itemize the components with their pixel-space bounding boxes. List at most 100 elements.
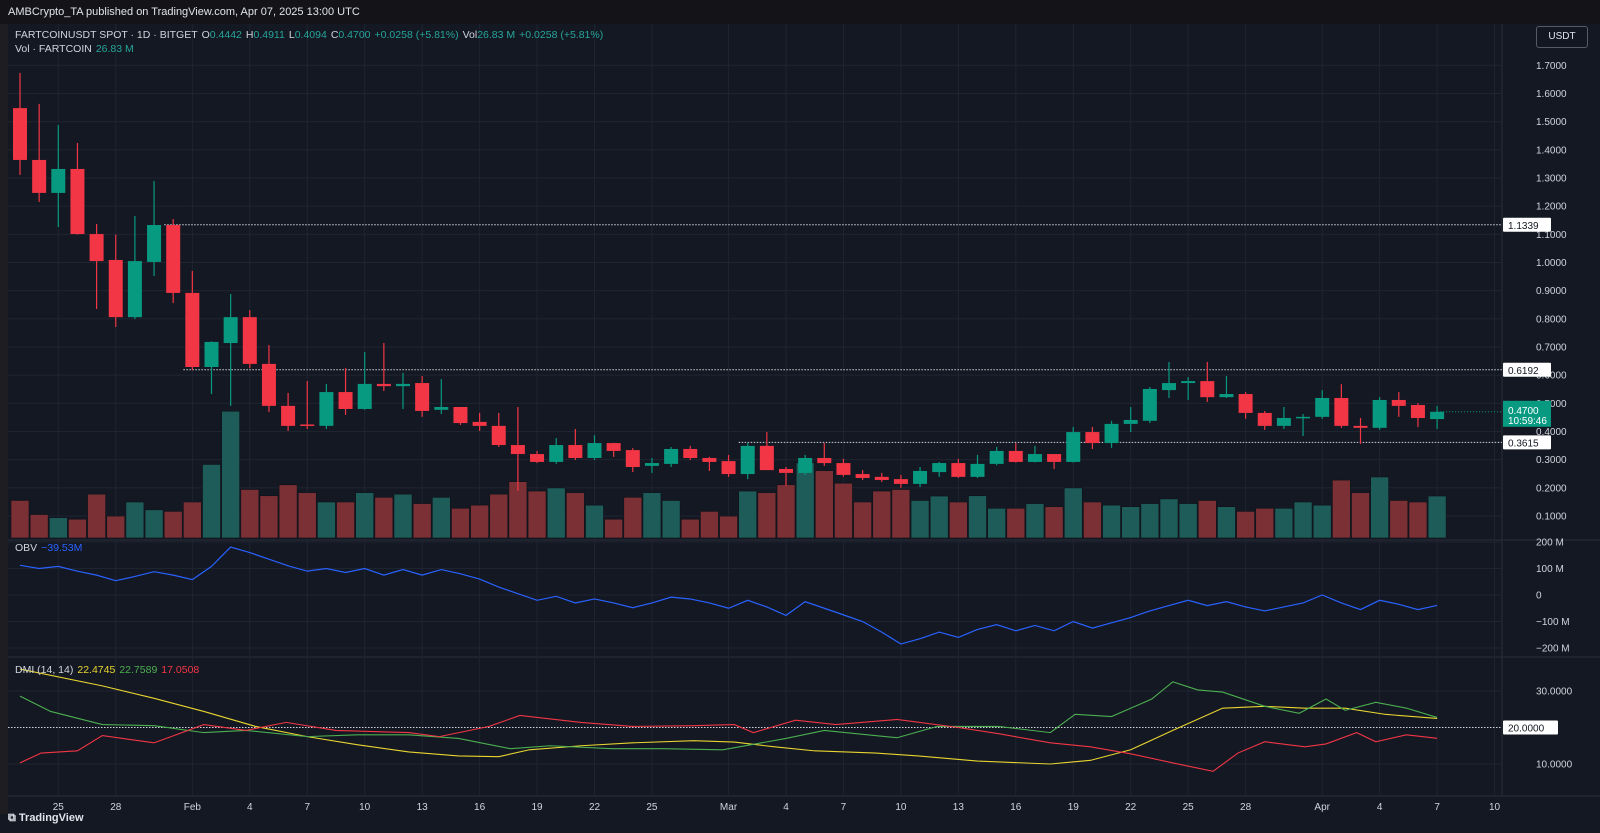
volume-bar — [680, 518, 700, 539]
obv-tick-label: 200 M — [1536, 538, 1564, 549]
logo-icon: ⧉ — [8, 812, 19, 824]
candle-body — [625, 450, 640, 468]
candle-body — [127, 261, 142, 318]
volume-legend[interactable]: Vol · FARTCOIN 26.83 M — [15, 43, 138, 55]
candle-body — [319, 392, 334, 426]
price-tick-label: 0.7000 — [1536, 343, 1567, 354]
candle-body — [1391, 399, 1406, 406]
obv-tick-label: −100 M — [1536, 617, 1570, 628]
volume-bar — [1293, 501, 1313, 539]
dmi-legend-title: DMI (14, 14) — [15, 664, 74, 676]
candle-body — [779, 468, 793, 473]
volume-bar — [374, 497, 394, 539]
date-tick-label: 4 — [1377, 802, 1383, 813]
candle-body — [1353, 425, 1368, 428]
price-tick-label: 0.1000 — [1536, 512, 1567, 523]
date-tick-label: 19 — [1068, 802, 1080, 813]
date-tick-label: 4 — [783, 802, 789, 813]
dmi-threshold-box — [1503, 720, 1558, 735]
volume-bar — [738, 490, 758, 539]
volume-bars — [10, 410, 1447, 539]
candle-body — [740, 445, 755, 475]
candle-body — [147, 225, 162, 262]
volume-bar — [1159, 498, 1179, 539]
vol-value: 26.83 M — [477, 29, 516, 41]
volume-bar — [1083, 501, 1102, 539]
volume-bar — [872, 490, 892, 539]
candle-body — [1430, 411, 1445, 420]
symbol-legend[interactable]: FARTCOINUSDT SPOT · 1D · BITGET O0.4442 H0… — [15, 29, 607, 41]
minus-di-value: 17.0508 — [161, 664, 200, 676]
volume-bar — [1102, 504, 1121, 539]
tradingview-logo[interactable]: ⧉ TradingView — [8, 812, 84, 825]
level-price-label: 0.3615 — [1508, 438, 1539, 449]
candle-body — [1008, 450, 1023, 462]
date-tick-label: 10 — [1489, 802, 1501, 813]
date-tick-label: 7 — [841, 802, 847, 813]
volume-bar — [431, 497, 451, 539]
volume-bar — [566, 492, 585, 539]
dmi-pane — [8, 668, 1502, 772]
date-tick-label: 10 — [359, 802, 371, 813]
date-tick-label: 25 — [1183, 802, 1195, 813]
candle-body — [951, 463, 966, 477]
candle-body — [32, 159, 47, 193]
volume-bar — [757, 492, 777, 539]
candle-body — [1257, 412, 1272, 426]
candle-body — [70, 168, 85, 235]
currency-button[interactable]: USDT — [1536, 26, 1588, 48]
price-tick-label: 0.6000 — [1536, 371, 1567, 382]
volume-bar — [1044, 506, 1064, 539]
candle-body — [836, 463, 851, 475]
vol-label: Vol — [462, 29, 478, 41]
candle-body — [1315, 397, 1330, 417]
price-tick-label: 1.7000 — [1536, 61, 1567, 72]
countdown-label: 10:59:46 — [1508, 416, 1547, 427]
volume-bar — [1332, 479, 1351, 539]
volume-bar — [1198, 500, 1217, 539]
volume-bar — [1006, 507, 1026, 539]
date-tick-label: 13 — [953, 802, 965, 813]
volume-bar — [968, 495, 987, 539]
candle-body — [855, 474, 870, 478]
candle-body — [491, 425, 506, 446]
price-tick-label: 0.4000 — [1536, 427, 1567, 438]
volume-bar — [1274, 507, 1294, 539]
plus-di-line — [19, 681, 1438, 751]
candle-body — [1142, 388, 1157, 421]
date-tick-label: 22 — [1125, 802, 1137, 813]
date-tick-label: 13 — [417, 802, 429, 813]
price-tick-label: 1.2000 — [1536, 202, 1567, 213]
volume-bar — [661, 500, 681, 539]
volume-bar — [1121, 506, 1140, 539]
candle-body — [1181, 381, 1196, 384]
obv-legend[interactable]: OBV −39.53M — [15, 542, 86, 554]
candle-body — [549, 445, 564, 462]
candle-body — [108, 259, 123, 318]
volume-bar — [1178, 503, 1198, 539]
volume-bar — [240, 489, 260, 539]
level-price-box — [1503, 435, 1551, 450]
dmi-legend[interactable]: DMI (14, 14) 22.4745 22.7589 17.0508 — [15, 664, 203, 676]
candle-body — [89, 234, 104, 262]
price-tick-label: 0.5000 — [1536, 399, 1567, 410]
date-tick-label: 25 — [646, 802, 658, 813]
candle-body — [1047, 454, 1062, 462]
candle-body — [185, 292, 200, 368]
volume-bar — [48, 517, 68, 539]
volume-bar — [834, 482, 853, 539]
candle-body — [434, 407, 449, 410]
volume-bar — [1408, 501, 1428, 539]
publish-bar: AMBCrypto_TA published on TradingView.co… — [0, 0, 1600, 24]
date-tick-label: Apr — [1314, 802, 1330, 813]
candle-body — [874, 476, 889, 480]
volume-bar — [317, 501, 336, 539]
candle-body — [587, 443, 602, 458]
level-price-label: 1.1339 — [1508, 221, 1539, 232]
candle-body — [1276, 417, 1291, 426]
volume-bar — [470, 504, 489, 539]
volume-bar — [853, 501, 872, 539]
volume-bar — [1351, 492, 1370, 539]
obv-legend-value: −39.53M — [41, 542, 83, 554]
